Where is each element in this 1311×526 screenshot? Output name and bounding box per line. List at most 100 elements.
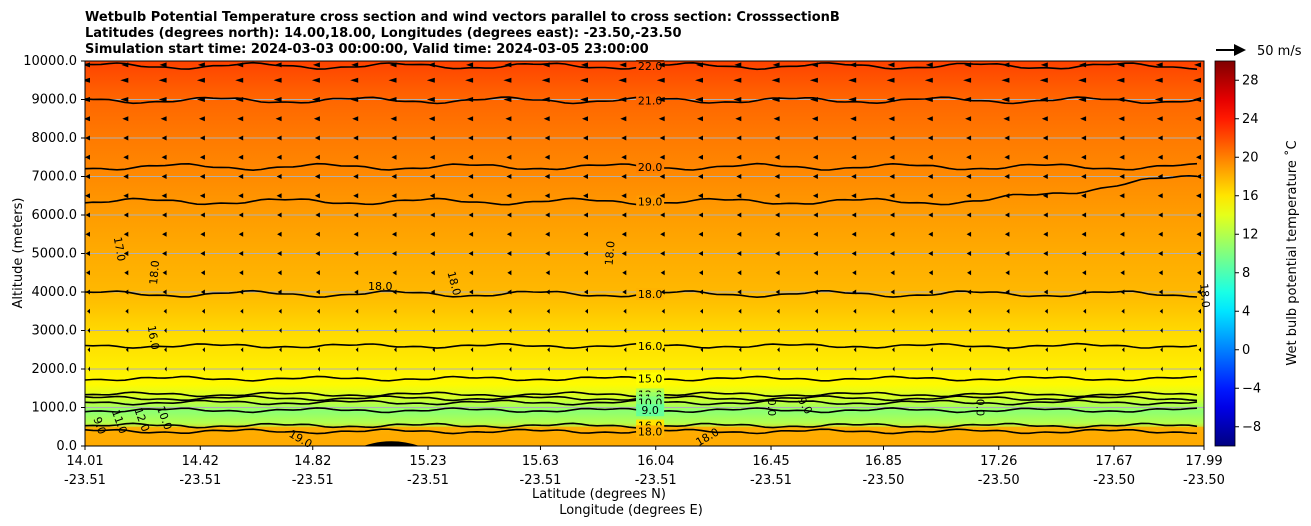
wind-vector [545, 270, 550, 276]
wind-vector [85, 135, 90, 141]
colorbar-tick-label: 4 [1242, 304, 1250, 319]
wind-vector [618, 97, 627, 102]
wind-vector [623, 347, 627, 353]
wind-vector [890, 212, 895, 218]
wind-vector [505, 116, 512, 122]
wind-vector [660, 251, 665, 256]
wind-vector [1122, 366, 1125, 372]
wind-vector [430, 270, 435, 276]
wind-vector [853, 347, 857, 353]
wind-vector [852, 289, 857, 295]
wind-vector [815, 328, 818, 333]
wind-vector [1081, 251, 1087, 256]
wind-vector [888, 116, 895, 122]
wind-vector [503, 77, 512, 83]
wind-vector [239, 270, 244, 276]
wind-vector [356, 366, 359, 372]
wind-vector [583, 231, 588, 237]
wind-vector [238, 174, 244, 179]
wind-vector [389, 62, 397, 68]
wind-vector [546, 308, 550, 314]
wind-vector [662, 328, 665, 333]
wind-vector [351, 62, 359, 68]
wind-vector [966, 154, 972, 160]
wind-vector [929, 308, 933, 314]
wind-vector [773, 116, 780, 122]
wind-vector [965, 116, 972, 122]
colorbar-ticks: 28 24 20 16 12 8 4 0 −4 −8 [1235, 73, 1261, 435]
wind-vector [928, 212, 933, 218]
wind-vector [1083, 308, 1087, 314]
wind-vector [1121, 308, 1125, 314]
wind-vector [279, 347, 282, 353]
wind-vector [200, 212, 205, 218]
colorbar-tick-label: 0 [1242, 343, 1250, 358]
wind-vector [886, 97, 895, 102]
wind-vector [774, 193, 780, 199]
wind-vector [276, 154, 282, 160]
wind-vectors [85, 62, 1201, 372]
wind-vector [432, 328, 435, 333]
wind-vector [506, 174, 512, 179]
wind-vector [1119, 231, 1125, 237]
y-tick-label: 4000.0 [32, 285, 78, 300]
wind-vector [87, 328, 90, 333]
wind-vector [465, 77, 474, 83]
wind-vector [544, 174, 550, 179]
wind-vector [1157, 193, 1163, 199]
wind-vector [200, 270, 205, 276]
wind-vector [506, 154, 512, 160]
wind-vector [432, 366, 435, 372]
wind-vector [1158, 251, 1163, 256]
wind-vector [161, 135, 167, 141]
wind-vector [734, 62, 742, 68]
wind-vector [1083, 328, 1087, 333]
colorbar-bar [1214, 60, 1236, 447]
quiver-key-label: 50 m/s [1257, 44, 1302, 59]
wind-vector [1004, 251, 1010, 256]
wind-vector [314, 135, 320, 141]
wind-vector [925, 62, 933, 68]
wind-vector [85, 154, 90, 160]
wind-vector [200, 231, 205, 237]
plot-area: 22.021.020.019.018.016.015.012.011.010.0… [84, 60, 1212, 451]
wind-vector [85, 77, 90, 83]
contour-label-bg [636, 94, 665, 107]
x-tick-label-lon: -23.51 [407, 473, 449, 488]
wind-vector [238, 193, 244, 199]
wind-vector [508, 308, 512, 314]
wind-vector [238, 135, 244, 141]
wind-vector [1006, 328, 1010, 333]
wind-vector [775, 251, 780, 256]
x-tick-label-lat: 15.63 [522, 454, 559, 469]
contour-label-extra: 0.0 [765, 399, 778, 417]
wind-vector [85, 62, 90, 68]
x-tick-label-lon: -23.50 [1093, 473, 1135, 488]
x-tick-label-lat: 17.99 [1185, 454, 1222, 469]
wind-vector [1003, 116, 1010, 122]
wind-vector [583, 154, 588, 160]
wind-vector [930, 347, 933, 353]
wind-vector [200, 251, 205, 256]
wind-vector [736, 251, 742, 256]
wind-vector [391, 193, 397, 199]
wind-vector [350, 97, 359, 102]
wind-vector [392, 212, 397, 218]
x-axis-label-2: Longitude (degrees E) [559, 503, 703, 518]
contour-label: 18.0 [638, 288, 663, 301]
wind-vector [1119, 212, 1125, 218]
wind-vector [927, 174, 933, 179]
wind-vector [541, 77, 550, 83]
wind-vector [158, 77, 167, 83]
wind-vector [1004, 193, 1010, 199]
wind-vector [394, 366, 397, 372]
wind-vector [585, 328, 588, 333]
wind-vector [428, 116, 435, 122]
wind-vector [1196, 193, 1201, 199]
wind-vector [276, 135, 282, 141]
wind-vector [238, 251, 244, 256]
wind-vector [123, 135, 129, 141]
wind-vector [1081, 212, 1087, 218]
wind-vector [468, 212, 474, 218]
